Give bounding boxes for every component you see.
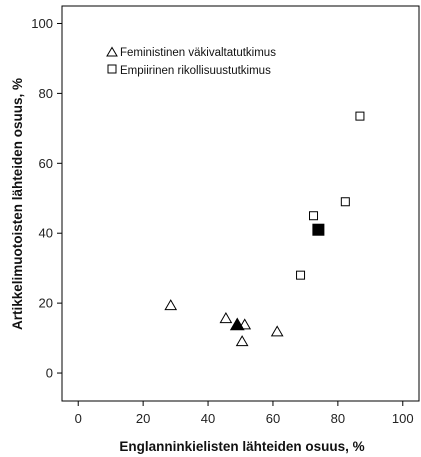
square-point bbox=[355, 111, 365, 121]
x-tick-label: 20 bbox=[136, 411, 150, 426]
plot-frame bbox=[61, 5, 420, 402]
square-point bbox=[296, 270, 306, 280]
legend-marker-triangle bbox=[106, 46, 118, 57]
square-mean-point bbox=[312, 223, 325, 236]
x-axis: 0 20 40 60 80 100 bbox=[75, 401, 414, 426]
y-axis-title: Artikkelimuotoisten lähteiden osuus, % bbox=[10, 78, 25, 330]
y-tick-label: 0 bbox=[46, 366, 53, 381]
x-tick-label: 80 bbox=[331, 411, 345, 426]
legend: Feministinen väkivaltatutkimus Empiirine… bbox=[106, 46, 276, 77]
y-axis: 0 20 40 60 80 100 bbox=[31, 16, 62, 381]
legend-label-feministinen: Feministinen väkivaltatutkimus bbox=[120, 47, 276, 59]
triangle-point bbox=[164, 299, 178, 311]
x-tick-label: 100 bbox=[392, 411, 414, 426]
y-tick-label: 20 bbox=[39, 296, 53, 311]
triangle-point bbox=[219, 312, 233, 324]
legend-marker-square bbox=[107, 64, 117, 74]
x-tick-label: 40 bbox=[201, 411, 215, 426]
data-points bbox=[164, 111, 365, 347]
triangle-point bbox=[235, 335, 249, 347]
y-tick-label: 60 bbox=[39, 156, 53, 171]
triangle-point bbox=[270, 325, 284, 337]
y-tick-label: 40 bbox=[39, 226, 53, 241]
x-tick-label: 0 bbox=[75, 411, 82, 426]
square-point bbox=[309, 211, 319, 221]
x-tick-label: 60 bbox=[266, 411, 280, 426]
y-tick-label: 100 bbox=[31, 16, 53, 31]
legend-label-empiirinen: Empiirinen rikollisuustutkimus bbox=[120, 65, 271, 77]
square-point bbox=[340, 197, 350, 207]
y-tick-label: 80 bbox=[39, 86, 53, 101]
x-axis-title: Englanninkielisten lähteiden osuus, % bbox=[119, 439, 364, 454]
triangle-mean-point bbox=[229, 317, 245, 331]
